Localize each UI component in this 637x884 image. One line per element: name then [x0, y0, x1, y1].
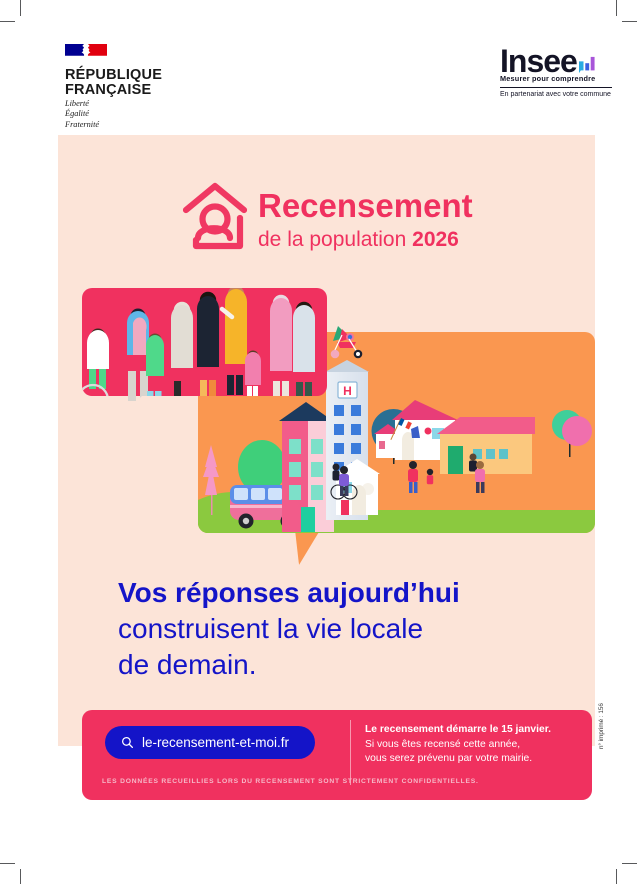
svg-text:H: H	[343, 384, 352, 398]
